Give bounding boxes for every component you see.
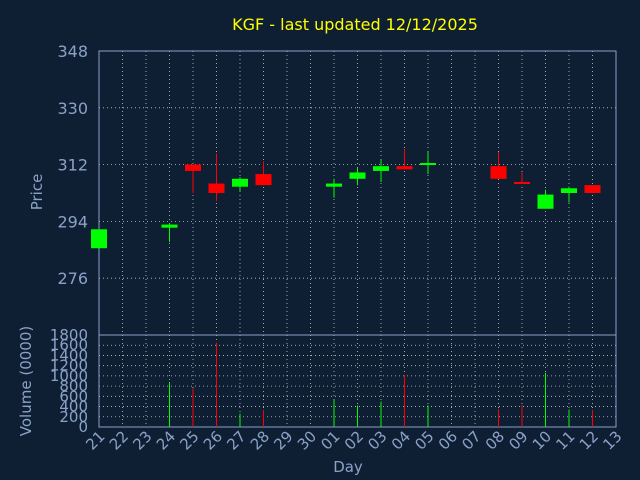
volume-tick-label: 1800: [50, 326, 88, 344]
day-tick-label: 26: [200, 427, 226, 453]
price-plot-frame: [98, 50, 617, 336]
volume-tick-label: 1200: [50, 357, 88, 375]
price-tick-label: 330: [57, 99, 88, 118]
volume-tick-label: 0: [78, 418, 88, 436]
day-tick-label: 01: [317, 427, 343, 453]
day-tick-label: 11: [552, 427, 578, 453]
chart-title: KGF - last updated 12/12/2025: [232, 15, 478, 34]
candle-body: [326, 183, 342, 187]
volume-tick-label: 1000: [50, 367, 88, 385]
candle-body: [537, 194, 554, 209]
candle-body: [255, 174, 272, 186]
volume-series: [169, 342, 593, 427]
candle-body: [490, 166, 507, 179]
day-tick-label: 03: [364, 427, 390, 453]
day-tick-label: 24: [153, 427, 179, 453]
candle-body: [514, 181, 530, 184]
volume-tick-label: 800: [59, 377, 88, 395]
day-tick-label: 04: [388, 427, 414, 453]
volume-tick-label: 600: [59, 387, 88, 405]
candle-body: [208, 183, 225, 193]
price-grid: [99, 51, 616, 335]
candle-body: [232, 178, 248, 187]
volume-axis-label: Volume (0000): [17, 326, 35, 436]
candle-body: [185, 164, 201, 171]
volume-tick-label: 1600: [50, 336, 88, 354]
price-axis-label: Price: [28, 174, 46, 211]
volume-tick-label: 400: [59, 398, 88, 416]
day-tick-label: 09: [505, 427, 531, 453]
price-tick-label: 312: [57, 156, 88, 175]
day-tick-labels: 2122232425262728293001020304050607080910…: [82, 427, 625, 453]
day-tick-label: 06: [435, 427, 461, 453]
volume-tick-label: 200: [59, 408, 88, 426]
price-tick-label: 348: [57, 42, 88, 61]
day-tick-label: 30: [294, 427, 320, 453]
day-tick-label: 29: [270, 427, 296, 453]
day-tick-label: 13: [599, 427, 625, 453]
candle-body: [561, 188, 577, 193]
price-tick-label: 294: [57, 212, 88, 231]
day-tick-label: 10: [529, 427, 555, 453]
day-tick-label: 22: [106, 427, 132, 453]
price-tick-label: 276: [57, 269, 88, 288]
day-tick-label: 12: [576, 427, 602, 453]
day-axis-label: Day: [333, 458, 363, 476]
day-tick-label: 07: [458, 427, 484, 453]
candle-body: [420, 163, 436, 166]
candlestick-series: [91, 148, 601, 249]
day-tick-label: 08: [482, 427, 508, 453]
candle-body: [91, 229, 107, 249]
candle-body: [373, 166, 389, 171]
day-tick-label: 25: [176, 427, 202, 453]
price-tick-labels: 348 330 312 294 276: [57, 42, 88, 288]
day-tick-label: 28: [247, 427, 273, 453]
day-tick-label: 05: [411, 427, 437, 453]
candle-body: [161, 224, 178, 228]
volume-tick-label: 1400: [50, 346, 88, 364]
day-tick-label: 27: [223, 427, 249, 453]
day-tick-label: 23: [129, 427, 155, 453]
candle-body: [584, 185, 601, 193]
candle-body: [396, 166, 413, 170]
day-tick-label: 02: [341, 427, 367, 453]
candle-body: [349, 172, 366, 179]
